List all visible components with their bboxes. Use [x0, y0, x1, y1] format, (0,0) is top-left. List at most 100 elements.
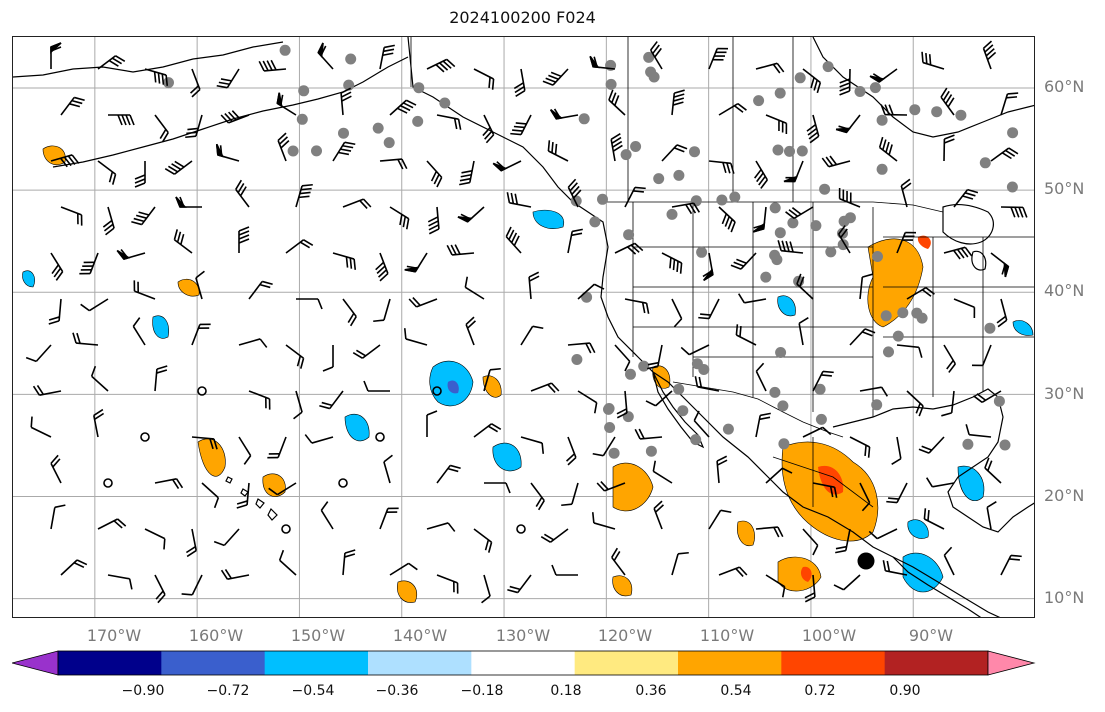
aleutian-islands [52, 56, 409, 168]
wind-barb [812, 370, 834, 392]
wind-barbs [25, 40, 1028, 604]
wind-barb [882, 560, 908, 576]
wind-barb [614, 242, 644, 255]
wind-barb [608, 89, 626, 116]
wind-barb [403, 328, 428, 346]
wind-barb [708, 509, 732, 530]
wind-barb [765, 467, 793, 484]
wind-barb [752, 206, 767, 233]
wind-barb [80, 298, 109, 312]
wind-barb [342, 198, 372, 209]
wind-barb [567, 178, 582, 208]
wind-barb [131, 206, 156, 226]
colorbar-tick-label: 0.36 [635, 683, 667, 699]
state-border [633, 246, 873, 358]
wind-barb [481, 574, 491, 604]
wind-barb [730, 252, 757, 270]
lat-label-10: 10°N [1044, 588, 1085, 607]
wind-barb [821, 155, 851, 168]
wind-barb [516, 524, 526, 534]
station-dot [163, 77, 174, 89]
wind-barb [293, 390, 303, 420]
great-lakes [971, 250, 987, 271]
wind-barb [755, 412, 771, 438]
station-dot [716, 194, 728, 206]
wind-barb [464, 276, 485, 300]
station-dot [345, 53, 357, 65]
station-dot [1007, 127, 1019, 139]
wind-barb [708, 160, 735, 174]
wind-barb [133, 280, 156, 300]
station-dot [892, 330, 904, 342]
wind-barb [375, 432, 385, 442]
wind-barb [849, 436, 871, 458]
lat-label-40: 40°N [1044, 281, 1085, 300]
wind-barb [561, 482, 579, 507]
station-dot [605, 78, 617, 90]
wind-barb [838, 187, 861, 208]
wind-barb [132, 317, 146, 346]
wind-barb [869, 68, 898, 83]
positive-region [612, 575, 633, 597]
wind-barb [103, 478, 113, 488]
wind-barb [238, 226, 250, 253]
wind-barb [886, 482, 908, 504]
lon-label-120w: 120°W [597, 626, 653, 645]
wind-barb [878, 136, 898, 162]
station-dot [1006, 181, 1018, 193]
station-dot [883, 346, 894, 358]
wind-barb [426, 522, 456, 532]
station-dot [753, 95, 765, 107]
wind-barb [693, 410, 710, 438]
wind-barb [943, 134, 955, 162]
positive-region [867, 238, 924, 328]
wind-barb [483, 367, 501, 392]
central-america [892, 556, 982, 617]
negative-region [532, 209, 565, 229]
wind-barb [833, 574, 861, 591]
colorbar-extend-low [12, 650, 59, 676]
station-dot [772, 144, 784, 156]
wind-barb [971, 344, 992, 367]
wind-barb [716, 455, 728, 484]
wind-barb [610, 132, 623, 162]
wind-barb [996, 298, 1008, 328]
map-canvas [13, 37, 1034, 617]
station-dot [372, 122, 384, 134]
wind-barb [426, 160, 443, 188]
wind-barb [591, 512, 616, 530]
wind-barb [236, 482, 250, 509]
wind-barb [953, 298, 976, 319]
map-title: 2024100200 F024 [449, 8, 596, 27]
wind-barb [352, 344, 381, 359]
wind-barb [363, 380, 390, 392]
wind-barb [802, 68, 822, 94]
wind-barb [107, 574, 133, 590]
wind-barb [154, 478, 184, 490]
wind-barb [567, 228, 583, 254]
wind-barb [295, 183, 313, 208]
hudson-bay [812, 37, 1034, 138]
wind-barb [375, 252, 389, 282]
wind-barb [191, 323, 211, 346]
station-dot [931, 106, 943, 118]
station-dot [287, 145, 299, 157]
wind-barb [389, 562, 418, 576]
wind-barb [614, 344, 631, 372]
station-dot [774, 87, 786, 99]
station-dot [608, 447, 620, 459]
wind-barb [248, 390, 271, 410]
wind-barb [1000, 206, 1028, 218]
station-dot [581, 291, 593, 303]
wind-barb [549, 108, 579, 120]
colorbar-cells [12, 650, 1036, 676]
wind-barb [144, 68, 169, 86]
station-dot [897, 307, 909, 319]
wind-barb [436, 574, 459, 594]
station-dot [383, 137, 395, 149]
us-mexico-border [672, 381, 844, 438]
wind-barb [459, 160, 475, 186]
wind-barb [755, 62, 785, 74]
station-dot [603, 403, 614, 415]
wind-barb [50, 252, 64, 281]
